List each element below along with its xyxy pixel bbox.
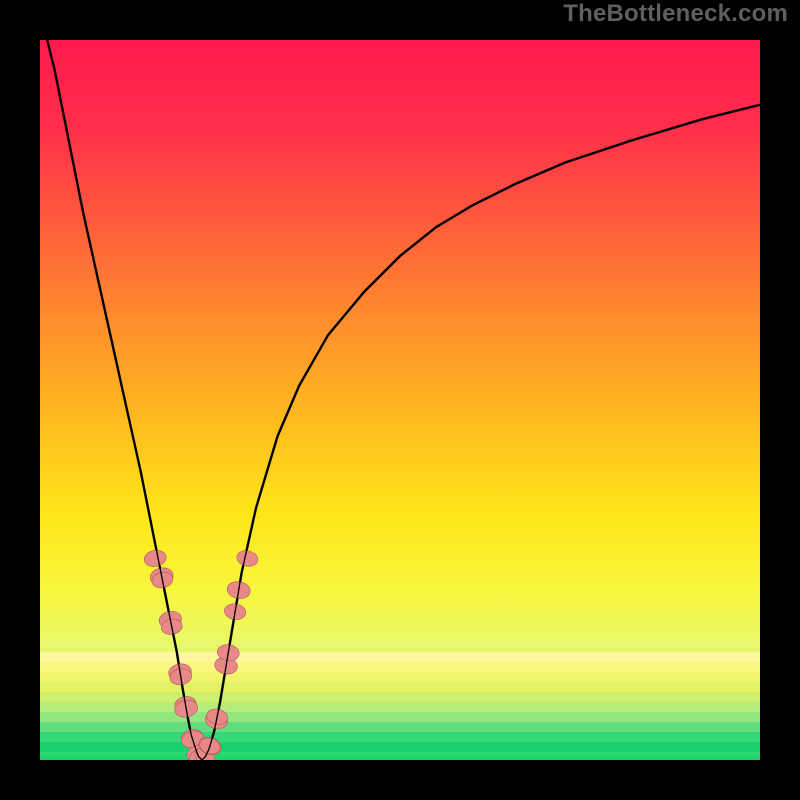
- chart-container: TheBottleneck.com: [0, 0, 800, 800]
- gradient-band: [40, 742, 760, 752]
- gradient-band: [40, 692, 760, 702]
- watermark-text: TheBottleneck.com: [563, 0, 788, 28]
- gradient-band: [40, 702, 760, 712]
- gradient-band: [40, 712, 760, 722]
- gradient-band: [40, 722, 760, 732]
- gradient-band: [40, 732, 760, 742]
- chart-svg: [0, 0, 800, 800]
- gradient-band: [40, 652, 760, 662]
- gradient-band: [40, 682, 760, 692]
- gradient-band: [40, 672, 760, 682]
- gradient-band: [40, 662, 760, 672]
